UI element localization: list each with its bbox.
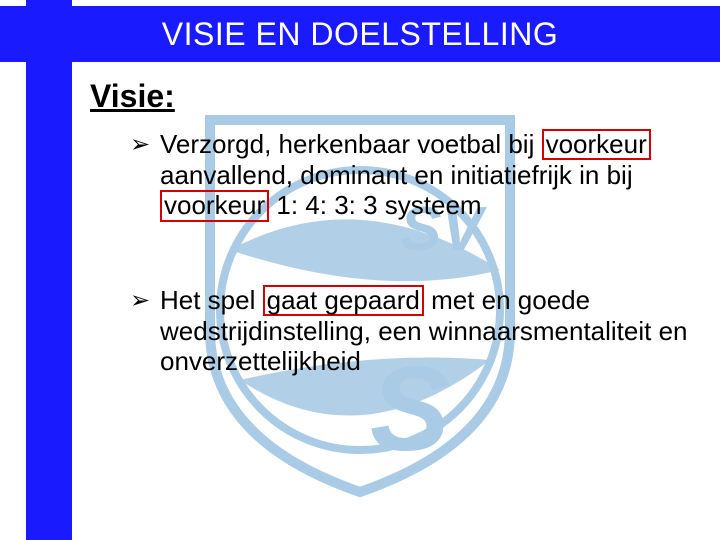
slide-title: VISIE EN DOELSTELLING [0, 16, 720, 53]
bullet-item: ➢ Verzorgd, herkenbaar voetbal bij voorke… [130, 129, 690, 221]
bullet-text-run: Verzorgd, herkenbaar voetbal bij [160, 129, 542, 159]
bullet-text-run: Het spel [160, 285, 263, 315]
section-subtitle: Visie: [90, 78, 690, 115]
bullet-arrow-icon: ➢ [130, 287, 150, 315]
bullet-text-run: 1: 4: 3: 3 systeem [269, 190, 481, 220]
bullet-text-run: aanvallend, dominant en initiatiefrijk i… [160, 160, 633, 190]
bullet-item: ➢Het spel gaat gepaard met en goede weds… [130, 285, 690, 377]
highlighted-term: gaat gepaard [263, 285, 424, 316]
highlighted-term: voorkeur [542, 129, 651, 160]
content-area: Visie: ➢ Verzorgd, herkenbaar voetbal bij… [90, 78, 690, 441]
vertical-brand-bar [26, 0, 72, 540]
highlighted-term: voorkeur [160, 190, 269, 221]
title-bar: VISIE EN DOELSTELLING [0, 6, 720, 62]
slide: SV S VISIE EN DOELSTELLING Visie: ➢Verzo… [0, 0, 720, 540]
bullet-list: ➢ Verzorgd, herkenbaar voetbal bij voorke… [130, 129, 690, 377]
bullet-arrow-icon: ➢ [130, 131, 150, 159]
